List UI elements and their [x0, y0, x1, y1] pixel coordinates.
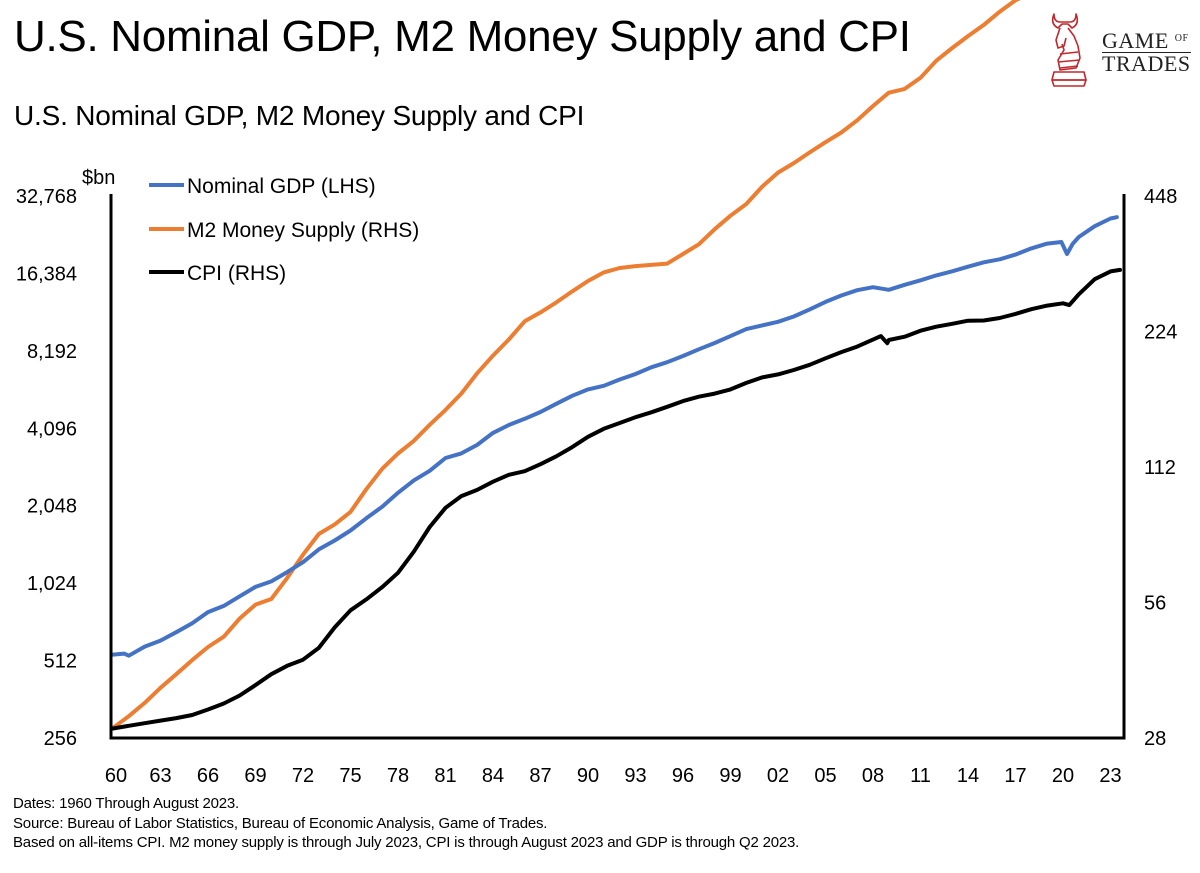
left-axis-tick-label: 512 [44, 651, 77, 673]
footnote-dates: Dates: 1960 Through August 2023. [13, 795, 239, 812]
x-axis-tick-label: 08 [862, 765, 884, 787]
x-axis-tick-label: 11 [910, 765, 931, 787]
page-title: U.S. Nominal GDP, M2 Money Supply and CP… [14, 12, 911, 61]
right-axis-tick-label: 56 [1144, 593, 1166, 615]
x-axis-ticks: 60 63 66 69 72 75 78 81 84 87 90 93 96 99 02 05 08 11 14 17… [105, 765, 1122, 787]
left-axis-tick-label: 4,096 [27, 418, 77, 440]
series-line-gdp [111, 215, 1119, 658]
x-axis-tick-label: 96 [672, 765, 694, 787]
left-axis-tick-label: 32,768 [16, 186, 77, 208]
left-axis-tick-label: 1,024 [27, 573, 77, 595]
bull-chess-knight-icon [1051, 13, 1087, 87]
x-axis-tick-label: 23 [1099, 765, 1121, 787]
brand-logo: GAME OF TRADES [1040, 6, 1200, 91]
x-axis-tick-label: 87 [529, 765, 551, 787]
series-layer [111, 0, 1122, 731]
x-axis-tick-label: 81 [434, 765, 456, 787]
x-axis-tick-label: 02 [767, 765, 789, 787]
x-axis-tick-label: 75 [339, 765, 361, 787]
right-axis-tick-label: 112 [1144, 457, 1176, 479]
right-axis-tick-label: 224 [1144, 322, 1177, 344]
x-axis-tick-label: 66 [197, 765, 219, 787]
x-axis-tick-label: 84 [482, 765, 504, 787]
left-axis-ticks: 256 512 1,024 2,048 4,096 8,192 16,384 32,768 [16, 186, 77, 750]
x-axis-tick-label: 05 [814, 765, 836, 787]
legend-item: M2 Money Supply (RHS) [149, 219, 419, 242]
x-axis-tick-label: 60 [105, 765, 127, 787]
right-axis-tick-label: 28 [1144, 728, 1166, 750]
legend-label: CPI (RHS) [187, 262, 286, 285]
left-axis-tick-label: 2,048 [27, 496, 77, 518]
x-axis-tick-label: 99 [719, 765, 741, 787]
right-axis-ticks: 28 56 112 224 448 [1144, 186, 1177, 750]
footnote-source: Source: Bureau of Labor Statistics, Bure… [13, 814, 548, 832]
footnotes: Dates: 1960 Through August 2023. Source:… [13, 794, 799, 853]
logo-text-game: GAME OF [1102, 28, 1189, 53]
left-axis-tick-label: 16,384 [16, 263, 77, 285]
series-line-m2 [111, 0, 1021, 730]
legend-item: Nominal GDP (LHS) [149, 175, 376, 198]
left-axis-tick-label: 256 [44, 728, 77, 750]
x-axis-tick-label: 17 [1004, 765, 1026, 787]
legend-label: Nominal GDP (LHS) [187, 175, 376, 198]
x-axis-tick-label: 78 [387, 765, 409, 787]
series-line-cpi [111, 267, 1122, 731]
legend-label: M2 Money Supply (RHS) [187, 219, 419, 242]
left-axis-unit-label: $bn [82, 167, 115, 189]
footnote-basis: Based on all-items CPI. M2 money supply … [13, 834, 800, 851]
x-axis-tick-label: 90 [577, 765, 599, 787]
legend-item: CPI (RHS) [149, 262, 286, 285]
chart-title: U.S. Nominal GDP, M2 Money Supply and CP… [14, 100, 585, 131]
left-axis-tick-label: 8,192 [27, 341, 77, 363]
x-axis-tick-label: 20 [1052, 765, 1074, 787]
x-axis-tick-label: 93 [624, 765, 646, 787]
x-axis-tick-label: 63 [149, 765, 171, 787]
x-axis-tick-label: 69 [244, 765, 266, 787]
x-axis-tick-label: 14 [957, 765, 979, 787]
right-axis-tick-label: 448 [1144, 186, 1177, 208]
legend: Nominal GDP (LHS) M2 Money Supply (RHS) CP… [149, 175, 419, 285]
x-axis-tick-label: 72 [292, 765, 314, 787]
logo-text-trades: TRADES [1102, 51, 1191, 76]
